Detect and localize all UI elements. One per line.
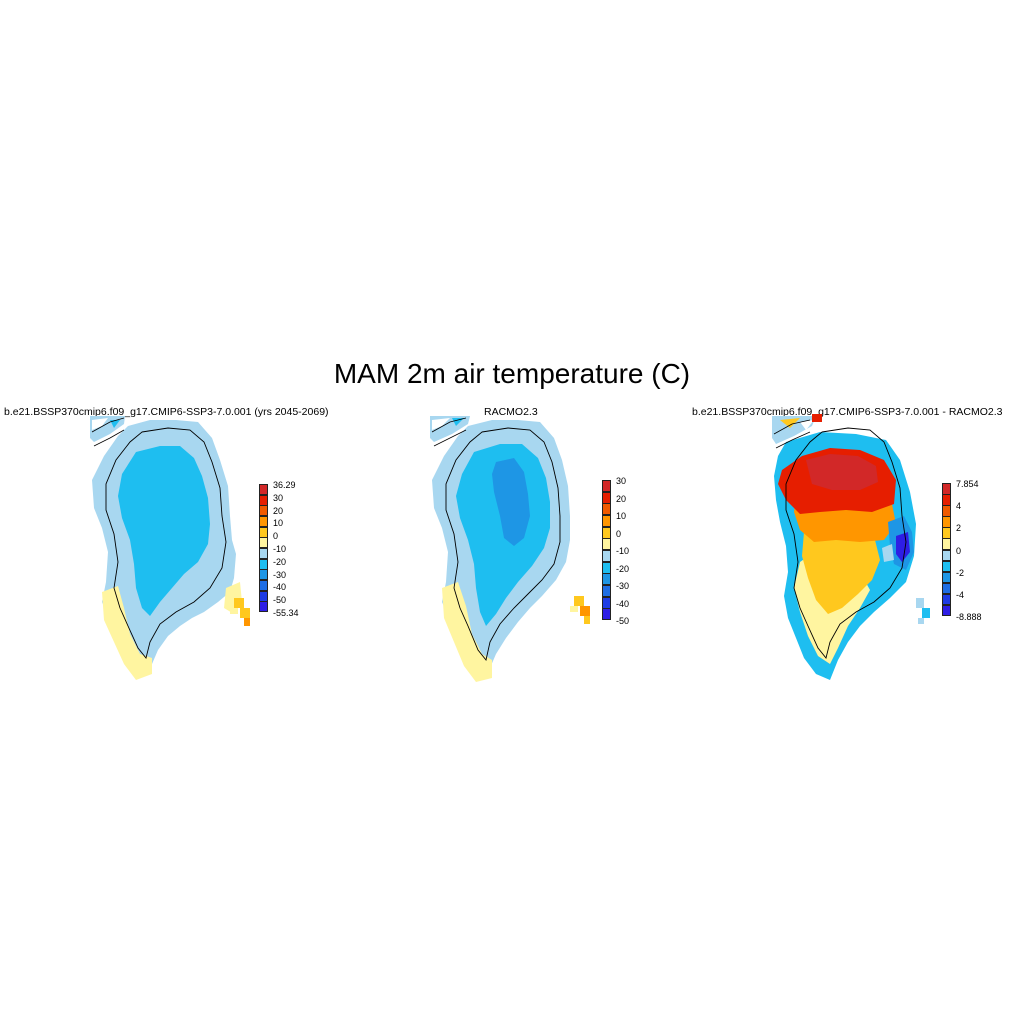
colorbar-swatch (602, 491, 611, 504)
colorbar-tick-label: 2 (956, 523, 962, 534)
colorbar-swatch (259, 526, 268, 538)
colorbar-tick-label: -20 (616, 563, 630, 574)
colorbar-swatch (602, 596, 611, 609)
colorbar-swatch (602, 503, 611, 516)
colorbar-tick-label: -50 (273, 595, 287, 606)
ellesmere-island (90, 416, 125, 442)
colorbar-swatch (602, 561, 611, 574)
colorbar-tick-label: -20 (273, 556, 287, 567)
colorbar-tick-label: -10 (616, 546, 630, 556)
colorbar-swatch (602, 526, 611, 539)
colorbar-swatch (259, 484, 268, 496)
colorbar-tick-label: -8.888 (956, 612, 982, 622)
coastline (785, 427, 907, 659)
colorbar-swatch (942, 516, 951, 528)
colorbar-swatch (942, 527, 951, 539)
panel-3-title: b.e21.BSSP370cmip6.f09_g17.CMIP6-SSP3-7.… (692, 406, 1003, 418)
colorbar-swatch (602, 608, 611, 621)
colorbar-swatch (942, 582, 951, 595)
colorbar-tick-label: -40 (616, 598, 630, 609)
colorbar-swatch (259, 505, 268, 517)
greenland-interior-cold (118, 446, 210, 616)
greenland-summit-coldest (492, 458, 530, 546)
colorbar-swatch (602, 515, 611, 528)
colorbar-swatch (602, 480, 611, 493)
coastline-north (91, 417, 125, 447)
colorbar-swatch (259, 494, 268, 506)
colorbar-tick-label: 0 (616, 528, 622, 539)
coastline-north (431, 417, 467, 447)
colorbar-swatch (942, 560, 951, 573)
colorbar-swatch (942, 494, 951, 506)
colorbar-tick-label: 0 (956, 545, 962, 556)
panel-1-title: b.e21.BSSP370cmip6.f09_g17.CMIP6-SSP3-7.… (4, 406, 329, 418)
colorbar-tick-label: 10 (616, 511, 627, 521)
colorbar-tick-label: 0 (273, 531, 279, 542)
colorbar-tick-label: -50 (616, 616, 630, 626)
colorbar-tick-label: -4 (956, 589, 965, 600)
colorbar-swatch (942, 483, 951, 495)
colorbar-tick-label: 7.854 (956, 479, 979, 489)
greenland-coastal-warm-strip (442, 582, 492, 682)
colorbar-tick-label: 30 (616, 476, 627, 486)
colorbar-swatch (259, 580, 268, 592)
colorbar-swatch (259, 569, 268, 581)
colorbar-swatch (259, 537, 268, 549)
svalbard-islands (230, 598, 250, 626)
east-coast-negative-anomaly (882, 516, 914, 570)
colorbar-swatch (259, 558, 268, 570)
colorbar-swatch (259, 516, 268, 528)
colorbar-tick-label: 10 (273, 518, 284, 529)
colorbar-swatch (942, 549, 951, 562)
colorbar-tick-label: 4 (956, 501, 962, 512)
coastline-north (773, 419, 811, 449)
colorbar-tick-label: -30 (273, 569, 287, 580)
svalbard-islands (570, 596, 590, 624)
colorbar-tick-label: 36.29 (273, 480, 296, 490)
panel-1-map (90, 416, 250, 680)
greenland-positive-peak (806, 454, 878, 490)
colorbar-tick-label: -55.34 (273, 608, 299, 618)
colorbar-tick-label: 20 (616, 493, 627, 504)
panel-2-title: RACMO2.3 (484, 406, 538, 418)
colorbar-swatch (942, 538, 951, 550)
colorbar-tick-label: -40 (273, 582, 287, 593)
coastline (445, 427, 561, 662)
panel-2-map (430, 416, 590, 682)
colorbar-swatch (942, 571, 951, 584)
colorbar-swatch (602, 573, 611, 586)
colorbar-swatch (942, 593, 951, 606)
colorbar-tick-label: -2 (956, 567, 965, 578)
ellesmere-island (772, 414, 822, 444)
colorbar-tick-label: -30 (616, 581, 630, 591)
colorbar-tick-label: 30 (273, 492, 284, 503)
greenland-positive-warm (802, 524, 880, 614)
colorbar-tick-label: 20 (273, 505, 284, 516)
colorbar-swatch (259, 601, 268, 613)
colorbar-swatch (259, 548, 268, 560)
colorbar-swatch (602, 550, 611, 563)
figure-title: MAM 2m air temperature (C) (333, 358, 691, 389)
colorbar-swatch (602, 585, 611, 598)
colorbar-tick-label: -10 (273, 544, 287, 554)
svalbard-islands (916, 598, 930, 624)
ellesmere-island (430, 416, 470, 442)
coastline (105, 427, 227, 659)
panel-3-map (772, 414, 930, 680)
colorbar-swatch (942, 604, 951, 617)
colorbar-swatch (602, 538, 611, 551)
colorbar-swatch (259, 590, 268, 602)
colorbar-swatch (942, 505, 951, 517)
